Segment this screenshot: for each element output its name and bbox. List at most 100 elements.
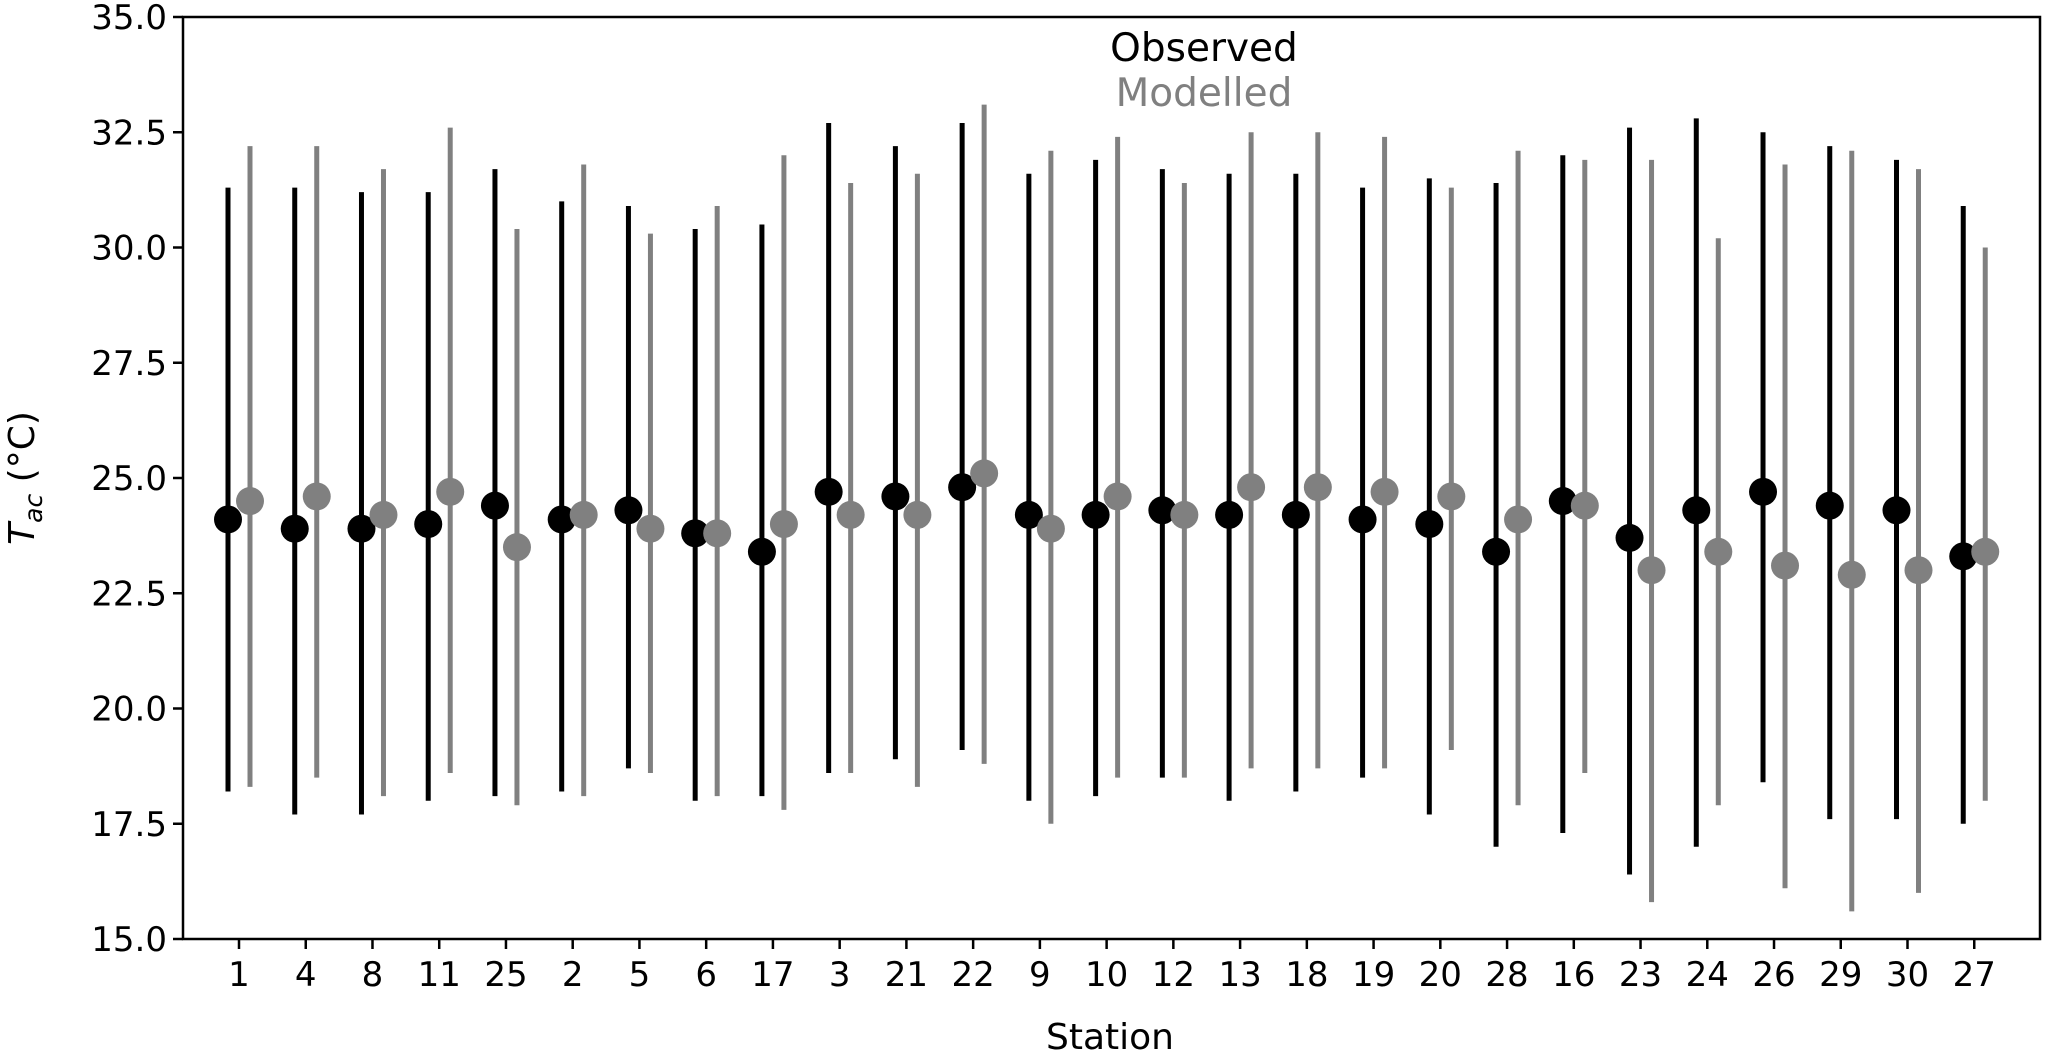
x-tick-label-station-1: 1 [228, 955, 250, 995]
observed-mean-point [1949, 542, 1978, 571]
observed-mean-point [1081, 500, 1110, 529]
x-tick-label-station-28: 28 [1485, 955, 1528, 995]
x-axis-title: Station [1046, 1017, 1174, 1054]
y-tick-label: 25.0 [91, 459, 167, 499]
modelled-mean-point [1504, 505, 1533, 534]
x-tick-label-station-12: 12 [1152, 955, 1195, 995]
modelled-mean-point [436, 477, 465, 506]
modelled-mean-point [1303, 473, 1332, 502]
x-tick-label-station-25: 25 [484, 955, 527, 995]
observed-mean-point [814, 477, 843, 506]
modelled-mean-point [1437, 482, 1466, 511]
y-tick-label: 30.0 [91, 229, 167, 269]
x-tick-label-station-17: 17 [751, 955, 794, 995]
x-tick-label-station-18: 18 [1285, 955, 1328, 995]
x-tick-label-station-27: 27 [1953, 955, 1996, 995]
modelled-mean-point [1170, 500, 1199, 529]
observed-mean-point [1815, 491, 1844, 520]
observed-mean-point [480, 491, 509, 520]
legend-observed: Observed [1110, 26, 1298, 71]
x-tick-label-station-21: 21 [885, 955, 928, 995]
modelled-mean-point [569, 500, 598, 529]
y-tick-label: 17.5 [91, 805, 167, 845]
modelled-mean-point [769, 510, 798, 539]
observed-mean-point [1548, 487, 1577, 516]
y-tick-label: 20.0 [91, 690, 167, 730]
y-tick-label: 32.5 [91, 113, 167, 153]
observed-mean-point [1749, 477, 1778, 506]
x-tick-label-station-29: 29 [1819, 955, 1862, 995]
observed-mean-point [1148, 496, 1177, 525]
x-tick-label-station-10: 10 [1085, 955, 1128, 995]
x-tick-label-station-4: 4 [295, 955, 317, 995]
observed-mean-point [1615, 523, 1644, 552]
observed-mean-point [1682, 496, 1711, 525]
modelled-mean-point [836, 500, 865, 529]
x-tick-label-station-16: 16 [1552, 955, 1595, 995]
observed-mean-point [1882, 496, 1911, 525]
modelled-mean-point [502, 533, 531, 562]
observed-mean-point [414, 510, 443, 539]
modelled-mean-point [1370, 477, 1399, 506]
modelled-mean-point [1103, 482, 1132, 511]
observed-mean-point [1348, 505, 1377, 534]
modelled-mean-point [1771, 551, 1800, 580]
observed-mean-point [214, 505, 242, 534]
modelled-mean-point [970, 459, 999, 488]
x-axis: 1 4 8 11 25 2 5 6 17 3 21 22 9 10 12 13 18 19 20 28 16 23 24 26… [228, 939, 1996, 995]
observed-mean-point [881, 482, 910, 511]
y-tick-label: 35.0 [91, 0, 167, 38]
observed-mean-point [614, 496, 643, 525]
observed-mean-point [547, 505, 576, 534]
x-tick-label-station-20: 20 [1419, 955, 1462, 995]
observed-mean-point [280, 514, 309, 543]
x-tick-label-station-9: 9 [1029, 955, 1051, 995]
x-tick-label-station-19: 19 [1352, 955, 1395, 995]
x-tick-label-station-5: 5 [629, 955, 651, 995]
x-tick-label-station-30: 30 [1886, 955, 1929, 995]
modelled-mean-point [1237, 473, 1266, 502]
x-tick-label-station-26: 26 [1752, 955, 1795, 995]
observed-mean-point [747, 537, 776, 566]
y-axis-title: Tac (°C) [2, 411, 48, 545]
x-tick-label-station-23: 23 [1619, 955, 1662, 995]
observed-mean-point [681, 519, 710, 548]
x-tick-label-station-11: 11 [418, 955, 461, 995]
observed-mean-point [347, 514, 376, 543]
modelled-mean-point [903, 500, 932, 529]
modelled-mean-point [636, 514, 665, 543]
modelled-mean-point [1570, 491, 1599, 520]
modelled-mean-point [369, 500, 398, 529]
modelled-mean-point [1971, 537, 2000, 566]
modelled-mean-point [1036, 514, 1065, 543]
modelled-mean-point [703, 519, 732, 548]
modelled-mean-point [1637, 556, 1666, 585]
modelled-mean-point [302, 482, 331, 511]
modelled-mean-point [236, 487, 264, 516]
observed-mean-point [948, 473, 977, 502]
x-tick-label-station-3: 3 [829, 955, 851, 995]
error-bars [225, 104, 1988, 912]
y-tick-label: 22.5 [91, 574, 167, 614]
modelled-mean-point [1704, 537, 1733, 566]
observed-mean-point [1215, 500, 1244, 529]
y-tick-label: 27.5 [91, 344, 167, 384]
x-tick-label-station-22: 22 [952, 955, 995, 995]
legend: Observed Modelled [1110, 26, 1298, 116]
x-tick-label-station-13: 13 [1218, 955, 1261, 995]
observed-mean-point [1281, 500, 1310, 529]
x-tick-label-station-2: 2 [562, 955, 584, 995]
modelled-mean-point [1904, 556, 1933, 585]
observed-mean-point [1014, 500, 1043, 529]
observed-mean-point [1482, 537, 1511, 566]
x-tick-label-station-6: 6 [695, 955, 717, 995]
legend-modelled: Modelled [1116, 71, 1293, 116]
data-points [214, 459, 2000, 589]
x-tick-label-station-8: 8 [362, 955, 384, 995]
y-axis: 15.0 17.5 20.0 22.5 25.0 27.5 30.0 32.5 35.0 [91, 0, 183, 960]
x-tick-label-station-24: 24 [1686, 955, 1729, 995]
observed-mean-point [1415, 510, 1444, 539]
modelled-mean-point [1837, 560, 1866, 589]
y-tick-label: 15.0 [91, 920, 167, 960]
